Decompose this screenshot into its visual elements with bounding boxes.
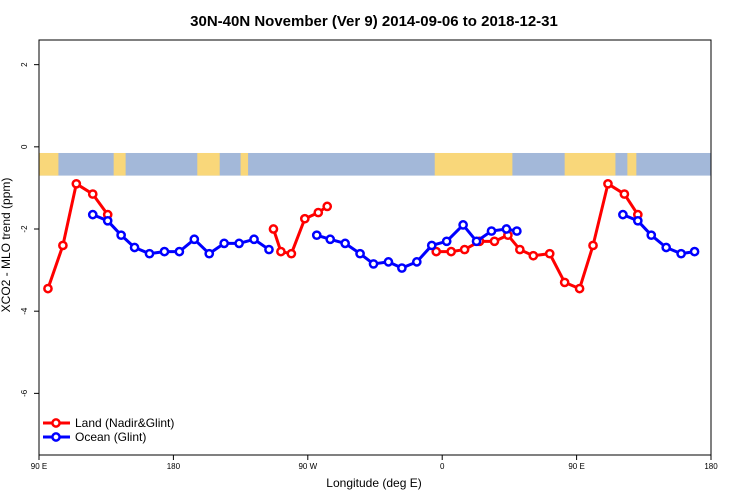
plot-frame [38,39,712,456]
legend: Land (Nadir&Glint)Ocean (Glint) [43,416,174,444]
data-point [458,220,468,230]
x-tick-label: 180 [704,462,718,471]
data-point [311,230,322,241]
map-land [197,152,220,176]
data-point [219,238,230,249]
data-point [471,236,482,247]
data-point [397,263,407,273]
data-point [340,238,350,249]
data-point [264,244,274,255]
data-point [501,224,512,234]
data-point [234,238,244,249]
data-point [632,215,643,226]
data-point [512,226,522,236]
data-point [325,234,336,245]
data-point [411,257,422,267]
data-point [204,248,215,259]
data-point [689,246,700,257]
data-point [322,201,333,212]
series-layer [43,178,700,294]
x-tick-label: 0 [440,462,445,471]
data-point [368,259,379,269]
data-point [87,189,98,199]
data-point [174,246,185,257]
legend-marker [51,432,61,442]
map-land [240,152,249,176]
data-point [646,230,657,241]
map-land [627,152,637,176]
x-tick-label: 90 W [298,462,317,471]
data-point [159,246,170,257]
data-point [431,246,442,257]
data-point [676,248,686,259]
data-point [528,250,539,261]
data-point [355,248,365,259]
data-point [588,240,598,251]
series-line [436,182,640,291]
map-land [113,152,126,176]
data-point [426,240,437,251]
data-point [486,226,497,236]
data-point [618,209,628,220]
data-point [383,257,394,267]
x-tick-label: 180 [167,462,181,471]
data-point [249,234,259,245]
series-line [46,182,109,290]
y-tick-label: -2 [20,225,29,233]
data-point [544,248,555,259]
data-point [102,215,113,226]
y-tick-label: -4 [20,307,29,315]
data-point [129,242,140,253]
data-point [313,207,324,218]
y-tick-label: 2 [20,62,29,67]
x-tick-label: 90 E [568,462,584,471]
world-map-band [39,152,711,176]
data-point [276,246,286,257]
data-point [459,244,470,255]
y-axis-label: XCO2 - MLO trend (ppm) [0,178,13,313]
map-land [564,152,616,176]
data-point [489,236,500,247]
data-point [268,224,279,234]
map-land [434,152,513,176]
y-tick-label: 0 [20,144,29,149]
data-point [559,277,570,288]
legend-label: Ocean (Glint) [75,430,146,444]
y-tick-label: -6 [20,389,29,397]
data-point [189,234,200,245]
data-point [116,230,126,241]
legend-marker [51,418,61,428]
axes: 90 E 180 90 W 0 90 E 180 2 0 -2 -4 -6 [20,62,718,471]
data-point [619,189,630,199]
series-1 [87,209,700,273]
x-axis-label: Longitude (deg E) [326,476,421,490]
data-point [71,178,82,189]
x-tick-label: 90 E [31,462,47,471]
chart-title: 30N-40N November (Ver 9) 2014-09-06 to 2… [190,13,558,30]
legend-label: Land (Nadir&Glint) [75,416,174,430]
data-point [87,209,98,220]
data-point [58,240,68,251]
series-0 [43,178,643,294]
data-point [441,236,452,247]
data-point [299,213,310,224]
data-point [661,242,672,253]
data-point [144,248,155,259]
map-land [39,152,59,176]
data-point [515,244,525,255]
data-point [43,283,53,294]
data-point [446,246,457,257]
data-point [603,178,613,189]
data-point [574,283,585,294]
data-point [286,248,297,259]
